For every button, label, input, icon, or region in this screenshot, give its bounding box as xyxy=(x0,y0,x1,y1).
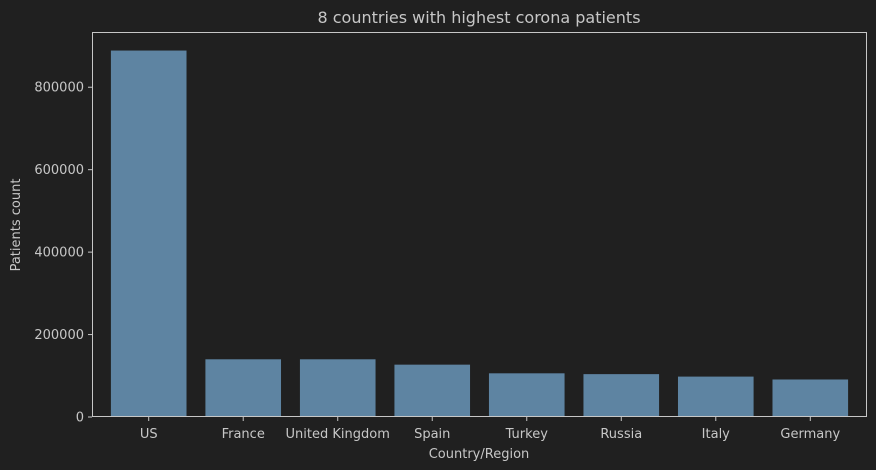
y-tick-label: 200000 xyxy=(34,328,84,343)
y-axis-label: Patients count xyxy=(9,179,24,272)
x-axis-label: Country/Region xyxy=(429,447,530,462)
bar-united-kingdom xyxy=(299,359,376,417)
x-tick-label-italy: Italy xyxy=(702,427,731,442)
bar-spain xyxy=(394,364,471,417)
bar-germany xyxy=(772,379,849,417)
y-tick-label: 400000 xyxy=(34,246,84,261)
x-tick-label-russia: Russia xyxy=(600,427,642,442)
bar-italy xyxy=(677,376,754,417)
x-tick-label-us: US xyxy=(140,427,158,442)
bar-turkey xyxy=(488,373,565,417)
axes-frame xyxy=(92,32,867,417)
x-tick-label-turkey: Turkey xyxy=(505,427,549,442)
y-tick-label: 800000 xyxy=(34,81,84,96)
chart-title: 8 countries with highest corona patients xyxy=(317,8,640,27)
bar-france xyxy=(205,359,282,417)
x-tick-label-germany: Germany xyxy=(780,427,840,442)
x-tick-label-spain: Spain xyxy=(414,427,450,442)
y-tick-label: 600000 xyxy=(34,163,84,178)
bar-russia xyxy=(583,374,660,417)
y-tick-label: 0 xyxy=(76,411,84,426)
x-tick-label-united-kingdom: United Kingdom xyxy=(286,427,390,442)
x-tick-label-france: France xyxy=(222,427,265,442)
plot-area: US France United Kingdom Spain Turkey Russia I… xyxy=(34,32,867,442)
bar-us xyxy=(110,50,187,418)
